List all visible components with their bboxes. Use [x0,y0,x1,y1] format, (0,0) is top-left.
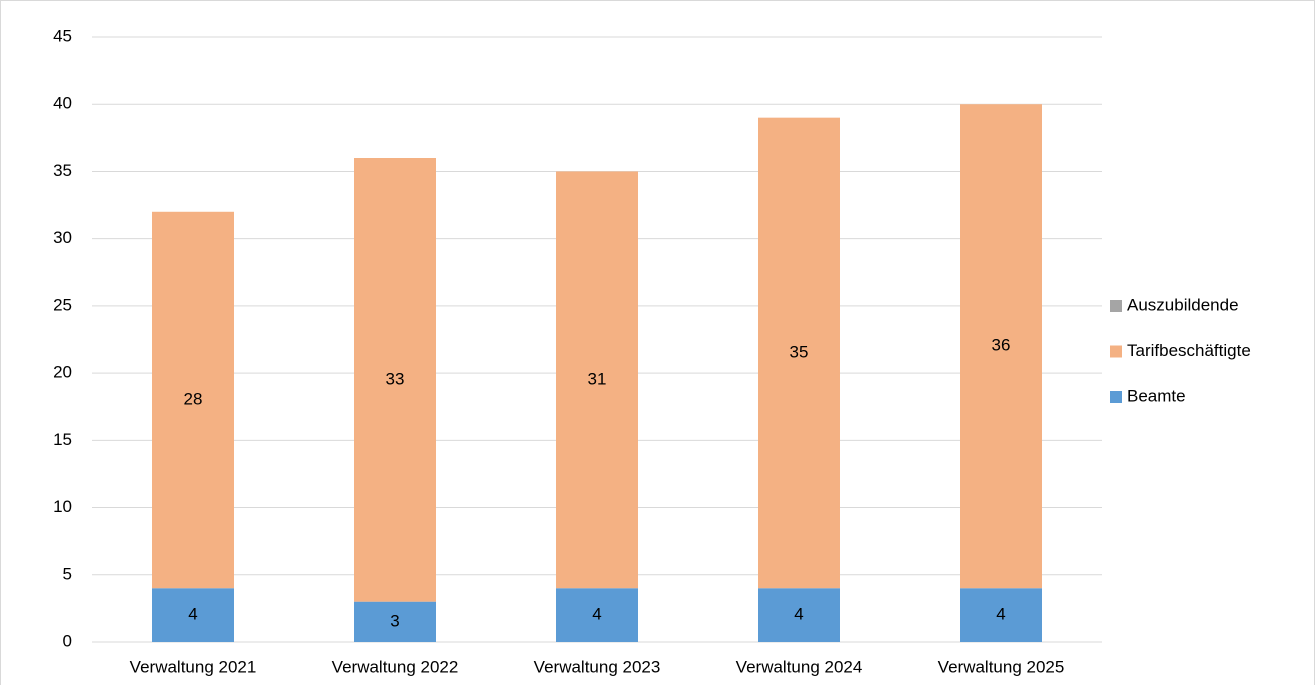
x-tick-label: Verwaltung 2023 [534,657,661,676]
data-label: 33 [386,369,405,388]
y-tick-label: 35 [53,161,72,180]
bar-segment [152,211,234,589]
y-tick-label: 20 [53,363,72,382]
legend-swatch [1110,300,1122,312]
bar-segment [960,588,1042,642]
bar-segment [354,601,436,642]
x-tick-label: Verwaltung 2024 [736,657,863,676]
bar-segment [758,117,840,589]
data-label: 4 [996,605,1005,624]
data-label: 4 [592,605,601,624]
data-label: 28 [184,389,203,408]
legend-label: Tarifbeschäftigte [1127,341,1251,360]
y-tick-label: 25 [53,295,72,314]
y-tick-label: 5 [63,564,72,583]
y-tick-label: 15 [53,430,72,449]
y-tick-label: 10 [53,497,72,516]
bar-segment [354,158,436,602]
y-tick-label: 45 [53,26,72,45]
bar-segment [960,104,1042,589]
y-tick-label: 0 [63,631,72,650]
x-tick-label: Verwaltung 2025 [938,657,1065,676]
data-label: 35 [790,342,809,361]
legend-label: Beamte [1127,386,1186,405]
y-tick-label: 30 [53,228,72,247]
bar-segment [152,588,234,642]
y-tick-label: 40 [53,94,72,113]
bar-segment [758,588,840,642]
x-tick-label: Verwaltung 2021 [130,657,257,676]
data-label: 36 [992,336,1011,355]
bar-segment [556,171,638,589]
bar-segment [556,588,638,642]
data-label: 4 [188,605,197,624]
data-label: 4 [794,605,803,624]
x-tick-label: Verwaltung 2022 [332,657,459,676]
legend-swatch [1110,345,1122,358]
data-label: 3 [390,611,399,630]
data-label: 31 [588,369,607,388]
legend-swatch [1110,391,1122,403]
legend-label: Auszubildende [1127,295,1239,314]
